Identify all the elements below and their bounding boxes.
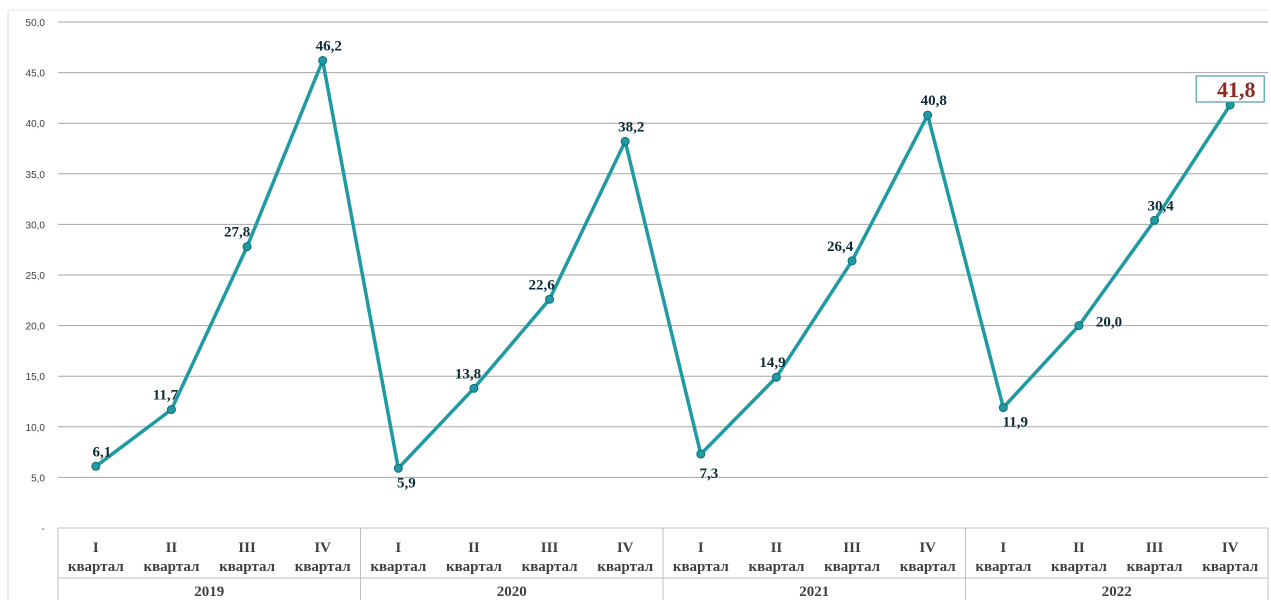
data-point [318,55,328,65]
data-label: 46,2 [316,38,342,54]
data-point [620,136,630,146]
data-point [469,383,479,393]
x-quarter-word: квартал [522,559,579,575]
data-point [998,403,1008,413]
data-label: 38,2 [618,119,644,135]
x-quarter-number: I [395,540,401,556]
x-quarter-number: III [541,540,559,556]
data-label: 7,3 [699,466,718,482]
y-tick-label: 50,0 [26,18,46,29]
y-tick-label: 40,0 [26,119,46,130]
highlight-label-box [1195,75,1265,103]
data-point [923,110,933,120]
data-point [1074,321,1084,331]
x-quarter-number: III [238,540,256,556]
x-quarter-word: квартал [219,559,276,575]
data-point [242,242,252,252]
data-label: 11,9 [1003,415,1028,431]
x-quarter-number: II [166,540,178,556]
x-quarter-word: квартал [446,559,503,575]
x-quarter-number: II [468,540,480,556]
x-year-label: 2021 [799,584,829,600]
x-quarter-number: II [1073,540,1085,556]
x-quarter-number: IV [1222,540,1239,556]
x-quarter-word: квартал [824,559,881,575]
y-tick-label: 35,0 [26,170,46,181]
data-label: 14,9 [759,355,785,371]
x-quarter-number: IV [919,540,936,556]
data-point [91,461,101,471]
y-tick-label: 10,0 [26,423,46,434]
x-quarter-word: квартал [900,559,957,575]
data-label: 5,9 [397,475,416,491]
data-label: 26,4 [827,239,854,255]
data-label: 13,8 [455,366,481,382]
data-point [1150,215,1160,225]
data-label: 22,6 [528,277,555,293]
y-tick-label: 30,0 [26,220,46,231]
data-label: 20,0 [1096,315,1122,331]
data-label-highlight: 41,8 [1217,77,1256,102]
x-quarter-word: квартал [1202,559,1259,575]
x-quarter-word: квартал [143,559,200,575]
data-point [847,256,857,266]
x-quarter-number: IV [617,540,634,556]
y-tick-label: 45,0 [26,69,46,80]
data-label: 40,8 [921,93,947,109]
x-quarter-number: III [1146,540,1164,556]
x-quarter-number: I [1000,540,1006,556]
y-tick-label: 5,0 [31,473,45,484]
data-point [166,405,176,415]
x-year-label: 2022 [1102,584,1132,600]
data-point [771,372,781,382]
x-quarter-word: квартал [673,559,730,575]
x-quarter-number: I [93,540,99,556]
data-label: 11,7 [153,388,179,404]
data-point [696,449,706,459]
x-quarter-number: III [843,540,861,556]
data-point [393,463,403,473]
x-year-label: 2019 [194,584,224,600]
data-label: 27,8 [224,225,250,241]
data-point [545,294,555,304]
x-quarter-word: квартал [975,559,1032,575]
y-tick-label: 25,0 [26,271,46,282]
x-year-label: 2020 [497,584,527,600]
data-label: 30,4 [1147,198,1174,214]
x-quarter-word: квартал [68,559,125,575]
x-quarter-word: квартал [1127,559,1184,575]
series-line [94,58,1232,471]
x-quarter-number: I [698,540,704,556]
data-label: 6,1 [92,444,111,460]
y-tick-label: 20,0 [26,322,46,333]
x-quarter-word: квартал [1051,559,1108,575]
x-quarter-number: II [771,540,783,556]
x-quarter-word: квартал [748,559,805,575]
x-quarter-number: IV [314,540,331,556]
y-tick-label: 15,0 [26,372,46,383]
x-quarter-word: квартал [370,559,427,575]
x-quarter-word: квартал [295,559,352,575]
y-tick-label: - [42,524,45,535]
x-quarter-word: квартал [597,559,654,575]
